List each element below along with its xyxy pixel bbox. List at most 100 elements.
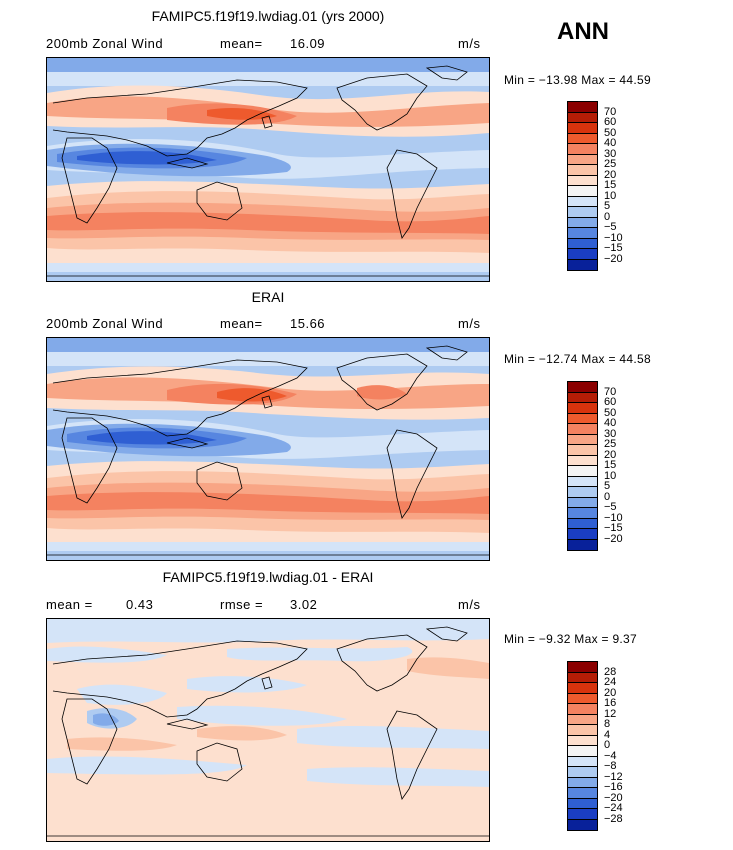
colorbar-swatch — [568, 413, 597, 424]
colorbar-swatch — [568, 518, 597, 529]
colorbar-swatch — [568, 476, 597, 487]
colorbar-tick-label: 0 — [604, 210, 611, 223]
colorbar-swatch — [568, 154, 597, 165]
panel3-mean-value: 0.43 — [126, 597, 154, 612]
colorbar-tick-label: 70 — [604, 105, 617, 118]
panel1-colorbar — [567, 101, 598, 271]
colorbar-swatch — [568, 123, 597, 134]
colorbar-tick-label: 4 — [604, 728, 611, 741]
colorbar-tick-label: −5 — [604, 501, 617, 513]
colorbar-tick-label: −20 — [604, 791, 623, 804]
colorbar-tick-label: 15 — [604, 459, 617, 471]
colorbar-tick-label: −5 — [604, 221, 617, 233]
colorbar-tick-label: 16 — [604, 697, 617, 709]
panel1-minmax: Min = −13.98 Max = 44.59 — [504, 73, 651, 87]
colorbar-swatch — [568, 487, 597, 498]
panel2-mean-label: mean= — [220, 316, 263, 331]
colorbar-tick-label: 20 — [604, 686, 617, 699]
colorbar-tick-label: 24 — [604, 676, 617, 688]
season-label: ANN — [557, 18, 609, 45]
panel1-mean-label: mean= — [220, 36, 263, 51]
colorbar-tick-label: 10 — [604, 469, 617, 482]
colorbar-tick-label: 8 — [604, 718, 611, 730]
colorbar-tick-label: 0 — [604, 490, 611, 503]
colorbar-tick-label: 60 — [604, 116, 617, 128]
colorbar-tick-label: 5 — [604, 200, 611, 212]
colorbar-swatch — [568, 434, 597, 445]
panel1-field-label: 200mb Zonal Wind — [46, 36, 164, 51]
panel2-minmax: Min = −12.74 Max = 44.58 — [504, 352, 651, 366]
panel2-mean-value: 15.66 — [290, 316, 326, 331]
panel1-title: FAMIPC5.f19f19.lwdiag.01 (yrs 2000) — [151, 8, 385, 24]
colorbar-swatch — [568, 714, 597, 725]
colorbar-swatch — [568, 238, 597, 249]
panel2-map — [46, 337, 490, 561]
colorbar-tick-label: 50 — [604, 126, 617, 139]
colorbar-swatch — [568, 207, 597, 218]
panel1-map — [46, 57, 490, 282]
panel1-units: m/s — [458, 36, 481, 51]
colorbar-swatch — [568, 683, 597, 694]
colorbar-swatch — [568, 228, 597, 239]
colorbar-tick-label: −16 — [604, 781, 623, 793]
colorbar-swatch — [568, 497, 597, 508]
panel1-mean-value: 16.09 — [290, 36, 326, 51]
colorbar-swatch — [568, 529, 597, 540]
colorbar-swatch — [568, 403, 597, 414]
panel2-colorbar — [567, 381, 598, 551]
colorbar-tick-label: −8 — [604, 760, 617, 772]
colorbar-swatch — [568, 112, 597, 123]
colorbar-swatch — [568, 133, 597, 144]
colorbar-tick-label: 20 — [604, 168, 617, 181]
colorbar-swatch — [568, 788, 597, 799]
colorbar-tick-label: 10 — [604, 189, 617, 202]
colorbar-tick-label: 60 — [604, 396, 617, 408]
colorbar-swatch — [568, 102, 597, 113]
colorbar-swatch — [568, 455, 597, 466]
colorbar-tick-label: 40 — [604, 137, 617, 149]
colorbar-swatch — [568, 725, 597, 736]
colorbar-swatch — [568, 382, 597, 393]
colorbar-tick-label: 0 — [604, 739, 611, 751]
colorbar-tick-label: −20 — [604, 532, 623, 545]
colorbar-swatch — [568, 735, 597, 746]
colorbar-swatch — [568, 539, 597, 550]
colorbar-swatch — [568, 508, 597, 519]
colorbar-tick-label: −4 — [604, 749, 617, 762]
colorbar-tick-label: 25 — [604, 438, 617, 450]
colorbar-tick-label: 30 — [604, 427, 617, 440]
colorbar-swatch — [568, 217, 597, 228]
colorbar-tick-label: 15 — [604, 179, 617, 191]
panel3-rmse-value: 3.02 — [290, 597, 318, 612]
colorbar-swatch — [568, 704, 597, 715]
colorbar-swatch — [568, 809, 597, 820]
colorbar-swatch — [568, 756, 597, 767]
colorbar-swatch — [568, 445, 597, 456]
colorbar-tick-label: −10 — [604, 231, 623, 244]
colorbar-swatch — [568, 798, 597, 809]
colorbar-tick-label: 20 — [604, 448, 617, 461]
colorbar-swatch — [568, 392, 597, 403]
colorbar-tick-label: 28 — [604, 665, 617, 678]
colorbar-swatch — [568, 424, 597, 435]
panel3-map — [46, 618, 490, 842]
colorbar-tick-label: −12 — [604, 770, 623, 783]
panel2-units: m/s — [458, 316, 481, 331]
colorbar-swatch — [568, 175, 597, 186]
panel3-colorbar — [567, 661, 598, 831]
colorbar-tick-label: 70 — [604, 385, 617, 398]
panel3-units: m/s — [458, 597, 481, 612]
colorbar-tick-label: −15 — [604, 522, 623, 534]
colorbar-swatch — [568, 466, 597, 477]
colorbar-tick-label: 5 — [604, 480, 611, 492]
colorbar-swatch — [568, 249, 597, 260]
colorbar-swatch — [568, 746, 597, 757]
panel2-title: ERAI — [251, 289, 285, 305]
colorbar-swatch — [568, 777, 597, 788]
colorbar-tick-label: −24 — [604, 802, 623, 814]
colorbar-tick-label: 50 — [604, 406, 617, 419]
colorbar-swatch — [568, 672, 597, 683]
colorbar-swatch — [568, 144, 597, 155]
colorbar-swatch — [568, 259, 597, 270]
colorbar-tick-label: 25 — [604, 158, 617, 170]
